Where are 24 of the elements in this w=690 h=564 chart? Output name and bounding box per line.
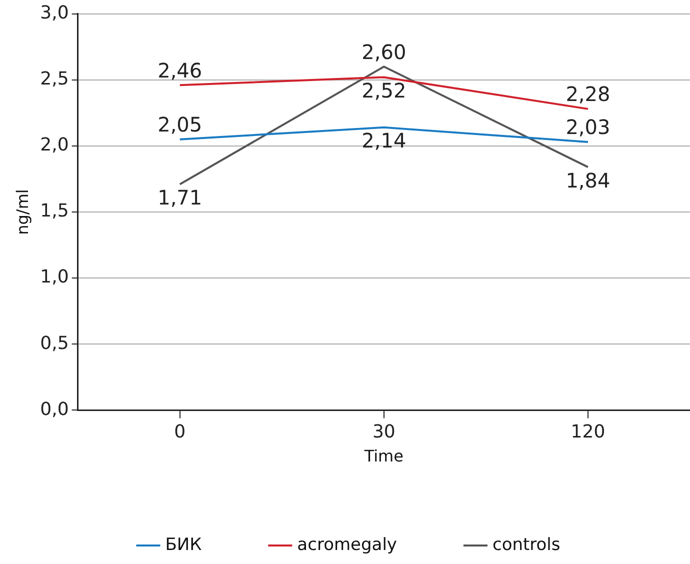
y-tick-label: 1,5: [40, 200, 69, 222]
y-tick-label: 0,5: [40, 332, 69, 354]
y-tick-label: 3,0: [40, 2, 69, 24]
data-label: 2,28: [566, 82, 610, 106]
data-label: 2,52: [362, 78, 406, 102]
data-label: 1,71: [158, 185, 202, 210]
x-axis-title: Time: [363, 446, 404, 466]
legend-label: controls: [492, 534, 560, 555]
data-label: 2,14: [362, 128, 406, 153]
y-tick-label: 1,0: [40, 266, 69, 288]
x-tick-label: 120: [570, 422, 606, 443]
legend-label: acromegaly: [297, 534, 397, 555]
x-tick-label: 0: [174, 422, 186, 443]
x-tick-label: 30: [372, 422, 396, 443]
data-label: 1,84: [566, 168, 610, 192]
y-axis-title: ng/ml: [12, 189, 32, 235]
y-tick-label: 2,0: [40, 134, 69, 156]
data-label: 2,05: [158, 112, 202, 137]
y-tick-label: 2,5: [40, 68, 69, 90]
data-label: 2,60: [362, 40, 406, 64]
data-label: 2,03: [566, 115, 610, 140]
data-label: 2,46: [158, 58, 202, 82]
legend-label: БИК: [165, 534, 202, 555]
y-tick-label: 0,0: [40, 398, 69, 420]
